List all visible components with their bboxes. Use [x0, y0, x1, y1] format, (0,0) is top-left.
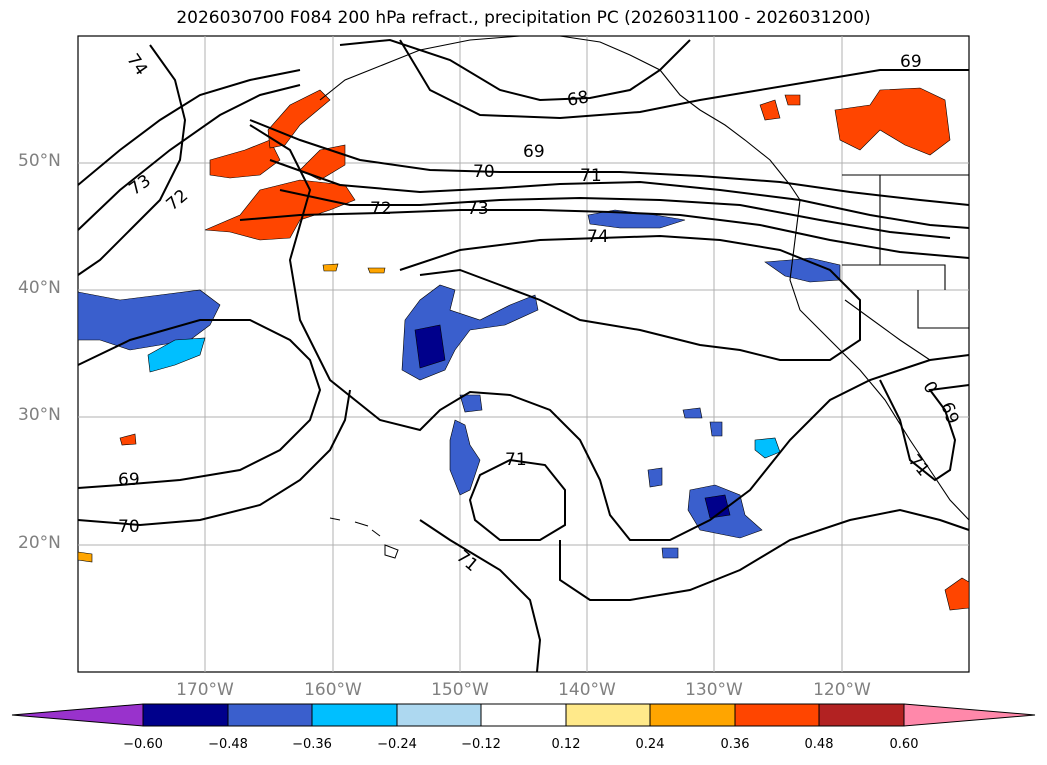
- lon-tick-label: 170°W: [176, 680, 234, 700]
- contour-label: 71: [580, 166, 602, 186]
- colorbar-tick-label: 0.12: [551, 737, 581, 752]
- colorbar-tick-label: −0.48: [208, 737, 248, 752]
- contour-label: 68: [566, 87, 591, 110]
- contour-label: 70: [473, 162, 495, 182]
- lat-tick-label: 50°N: [18, 151, 61, 171]
- lat-tick-label: 20°N: [18, 533, 61, 553]
- lon-tick-label: 130°W: [685, 680, 743, 700]
- contour-label: 69: [900, 52, 922, 72]
- contour-label: 73: [467, 199, 489, 219]
- colorbar-tick-label: 0.48: [804, 737, 834, 752]
- refractivity-contours: [77, 38, 970, 673]
- colorbar-tick-label: 0.60: [889, 737, 919, 752]
- colorbar-low-extend: [11, 703, 144, 727]
- lon-tick-label: 160°W: [304, 680, 362, 700]
- colorbar-tick-label: 0.36: [720, 737, 750, 752]
- contour-label: 71: [505, 450, 527, 470]
- map-title: 2026030700 F084 200 hPa refract., precip…: [176, 8, 871, 28]
- colorbar-tick-label: −0.24: [377, 737, 417, 752]
- colorbar-tick-label: −0.36: [292, 737, 332, 752]
- contour-label: 69: [118, 470, 140, 490]
- lon-tick-label: 140°W: [558, 680, 616, 700]
- colorbar-high-extend: [903, 703, 1036, 727]
- lon-tick-label: 150°W: [431, 680, 489, 700]
- map-frame: [77, 35, 970, 673]
- contour-label: 70: [118, 517, 140, 537]
- contour-label: 72: [370, 199, 392, 219]
- colorbar-tick-label: −0.12: [461, 737, 501, 752]
- lat-tick-label: 40°N: [18, 278, 61, 298]
- hawaii-islands: [329, 517, 399, 559]
- colorbar-tick-label: 0.24: [635, 737, 665, 752]
- gridlines: [78, 36, 969, 672]
- precip-negative-patches: [77, 209, 841, 559]
- colorbar: [11, 703, 1036, 727]
- contour-label: 69: [523, 142, 545, 162]
- colorbar-tick-label: −0.60: [123, 737, 163, 752]
- lat-tick-label: 30°N: [18, 405, 61, 425]
- lon-tick-label: 120°W: [813, 680, 871, 700]
- contour-label: 74: [587, 227, 609, 247]
- precip-positive-patches: [77, 87, 970, 611]
